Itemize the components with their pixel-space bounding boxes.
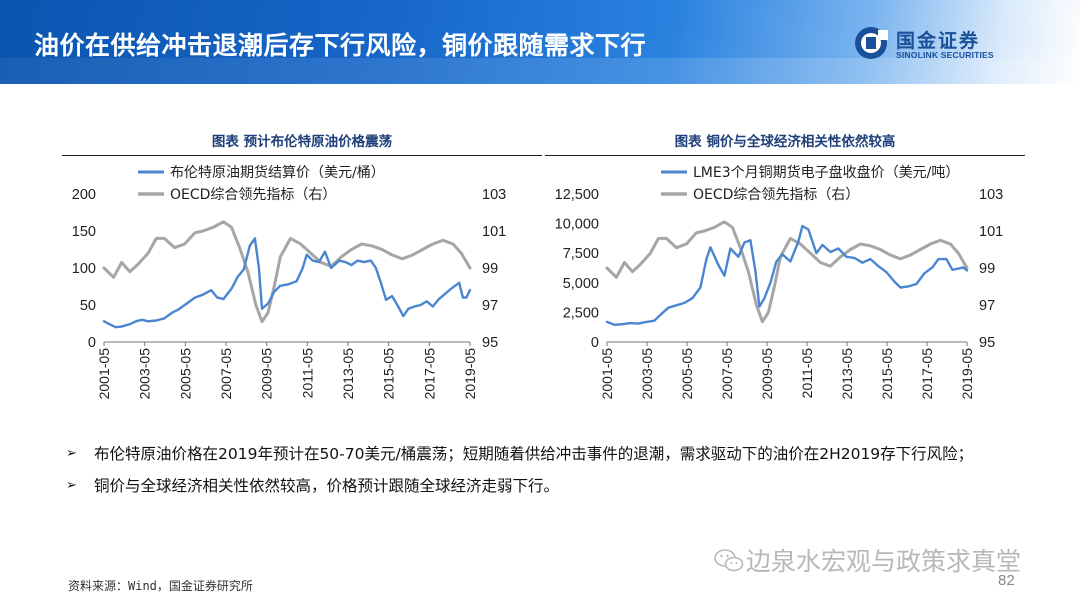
legend-label: 布伦特原油期货结算价（美元/桶） [170, 164, 385, 181]
x-tick-label: 2015-05 [879, 348, 895, 400]
watermark-text: 边泉水宏观与政策求真堂 [746, 547, 1022, 576]
y-right-tick-label: 97 [482, 298, 498, 314]
y-left-tick-label: 150 [72, 224, 96, 240]
y-left-tick-label: 12,500 [555, 187, 599, 203]
x-tick-label: 2019-05 [959, 348, 975, 400]
y-left-tick-label: 50 [80, 298, 96, 314]
x-tick-label: 2003-05 [639, 348, 655, 400]
brent-oil-chart-panel: 图表 预计布伦特原油价格震荡 0 50 100 150 200 95 97 99 101 103 2… [62, 122, 542, 422]
header-banner: 油价在供给冲击退潮后存下行风险，铜价跟随需求下行 [0, 0, 1080, 84]
chart-caption: 图表 铜价与全球经济相关性依然较高 [674, 134, 896, 150]
y-left-tick-label: 200 [72, 187, 96, 203]
logo-chinese-name: 国金证券 [896, 30, 981, 52]
price-series-line [605, 224, 969, 326]
x-tick-label: 2017-05 [919, 348, 935, 400]
y-left-tick-label: 5,000 [563, 276, 599, 292]
caption-divider [62, 155, 542, 156]
x-tick-label: 2001-05 [96, 348, 112, 400]
y-right-tick-label: 95 [482, 335, 498, 351]
x-tick-label: 2019-05 [462, 348, 478, 400]
price-series-line [102, 237, 472, 329]
y-left-tick-label: 10,000 [555, 217, 599, 233]
y-right-tick-label: 95 [979, 335, 995, 351]
page-number: 82 [998, 572, 1015, 589]
bullet-item: ➢ 铜价与全球经济相关性依然较高，价格预计跟随全球经济走弱下行。 [62, 472, 1037, 500]
x-tick-label: 2007-05 [218, 348, 234, 400]
x-tick-label: 2009-05 [759, 348, 775, 400]
chart-caption: 图表 预计布伦特原油价格震荡 [211, 134, 393, 150]
bullet-list: ➢ 布伦特原油价格在2019年预计在50-70美元/桶震荡；短期随着供给冲击事件… [62, 440, 1037, 500]
oecd-series-line [102, 220, 472, 324]
x-tick-label: 2007-05 [719, 348, 735, 400]
caption-divider [545, 155, 1025, 156]
legend-label: OECD综合领先指标（右） [170, 187, 336, 203]
y-left-tick-label: 7,500 [563, 246, 599, 262]
y-right-tick-label: 103 [979, 187, 1003, 203]
wechat-icon [714, 549, 744, 572]
y-right-tick-label: 101 [979, 224, 1003, 240]
oecd-series-line [605, 220, 969, 324]
x-tick-label: 2013-05 [340, 348, 356, 400]
company-logo: 国金证券 SINOLINK SECURITIES [854, 22, 1030, 66]
x-tick-label: 2003-05 [137, 348, 153, 400]
x-tick-label: 2001-05 [599, 348, 615, 400]
arrow-bullet-icon: ➢ [66, 446, 77, 461]
legend-label: LME3个月铜期货电子盘收盘价（美元/吨） [693, 164, 959, 181]
x-tick-label: 2009-05 [259, 348, 275, 400]
legend-label: OECD综合领先指标（右） [693, 187, 859, 203]
y-left-tick-label: 2,500 [563, 305, 599, 321]
bullet-item: ➢ 布伦特原油价格在2019年预计在50-70美元/桶震荡；短期随着供给冲击事件… [62, 440, 1037, 468]
y-left-tick-label: 0 [88, 335, 96, 351]
copper-chart-panel: 图表 铜价与全球经济相关性依然较高 0 2,500 5,000 7,500 10,000… [545, 122, 1025, 422]
x-tick-label: 2011-05 [299, 348, 315, 399]
sinolink-logo-icon [855, 27, 888, 59]
x-tick-label: 2011-05 [799, 348, 815, 399]
x-tick-label: 2005-05 [177, 348, 193, 400]
bullet-text: 铜价与全球经济相关性依然较高，价格预计跟随全球经济走弱下行。 [94, 477, 560, 495]
y-left-tick-label: 100 [72, 261, 96, 277]
page-title: 油价在供给冲击退潮后存下行风险，铜价跟随需求下行 [34, 31, 647, 60]
bullet-text: 布伦特原油价格在2019年预计在50-70美元/桶震荡；短期随着供给冲击事件的退… [94, 445, 974, 463]
copper-chart: 0 2,500 5,000 7,500 10,000 12,500 95 97 99 101 103… [555, 164, 1004, 400]
y-right-tick-label: 99 [979, 261, 995, 277]
y-right-tick-label: 97 [979, 298, 995, 314]
source-note: 资料来源：Wind，国金证券研究所 [68, 579, 253, 593]
wechat-watermark: 边泉水宏观与政策求真堂 [714, 542, 1054, 578]
brent-oil-chart: 0 50 100 150 200 95 97 99 101 103 2001-05 2003-05 20… [72, 164, 506, 400]
x-tick-label: 2013-05 [839, 348, 855, 400]
y-right-tick-label: 101 [482, 224, 506, 240]
y-left-tick-label: 0 [591, 335, 599, 351]
arrow-bullet-icon: ➢ [66, 478, 77, 493]
x-tick-label: 2015-05 [381, 348, 397, 400]
y-right-tick-label: 103 [482, 187, 506, 203]
x-tick-label: 2017-05 [421, 348, 437, 400]
x-tick-label: 2005-05 [679, 348, 695, 400]
y-right-tick-label: 99 [482, 261, 498, 277]
logo-english-name: SINOLINK SECURITIES [896, 50, 994, 60]
